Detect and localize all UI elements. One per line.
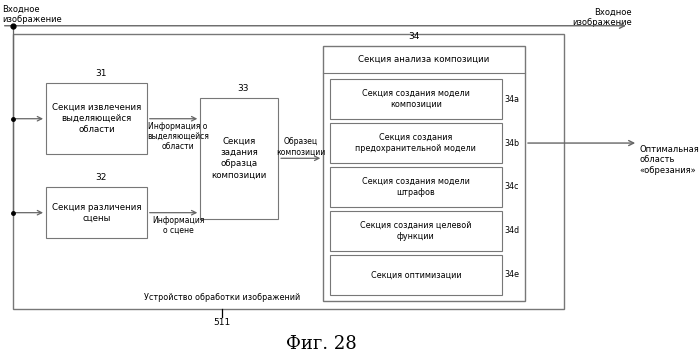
Text: Образец
композиции: Образец композиции: [276, 137, 326, 156]
Text: 34c: 34c: [505, 182, 519, 191]
Text: Фиг. 28: Фиг. 28: [286, 335, 357, 353]
Bar: [330, 79, 502, 119]
Text: 511: 511: [214, 318, 231, 327]
Text: Секция создания целевой
функции: Секция создания целевой функции: [360, 221, 472, 241]
Bar: [330, 255, 502, 295]
Text: 32: 32: [96, 173, 107, 182]
Bar: [13, 34, 564, 309]
Text: Входное
изображение: Входное изображение: [572, 8, 631, 27]
Bar: [46, 83, 147, 154]
Text: 33: 33: [237, 84, 248, 93]
Text: 34e: 34e: [505, 270, 520, 279]
Text: Секция
задания
образца
композиции: Секция задания образца композиции: [211, 137, 267, 179]
Text: 34d: 34d: [505, 226, 520, 236]
Text: Входное
изображение: Входное изображение: [2, 4, 62, 24]
Text: Информация
о сцене: Информация о сцене: [152, 215, 204, 235]
Text: 34b: 34b: [505, 139, 520, 147]
Text: 34: 34: [408, 32, 420, 41]
Text: Секция различения
сцены: Секция различения сцены: [52, 203, 141, 223]
Text: Устройство обработки изображений: Устройство обработки изображений: [144, 293, 300, 302]
Text: Секция создания модели
штрафов: Секция создания модели штрафов: [362, 177, 470, 197]
Text: Секция оптимизации: Секция оптимизации: [370, 270, 461, 279]
Text: Секция извлечения
выделяющейся
области: Секция извлечения выделяющейся области: [52, 103, 141, 134]
Bar: [46, 187, 147, 238]
Text: Информация о
выделяющейся
области: Информация о выделяющейся области: [147, 122, 209, 151]
Bar: [330, 123, 502, 163]
Bar: [330, 167, 502, 207]
Text: 31: 31: [96, 69, 107, 78]
Bar: [323, 46, 525, 301]
Text: Секция создания
предохранительной модели: Секция создания предохранительной модели: [356, 133, 476, 153]
Text: 34a: 34a: [505, 95, 520, 104]
Text: Оптимальная
область
«обрезания»: Оптимальная область «обрезания»: [640, 145, 699, 175]
Text: Секция создания модели
композиции: Секция создания модели композиции: [362, 89, 470, 109]
Bar: [330, 211, 502, 251]
Bar: [200, 98, 278, 219]
Text: Секция анализа композиции: Секция анализа композиции: [358, 55, 490, 64]
